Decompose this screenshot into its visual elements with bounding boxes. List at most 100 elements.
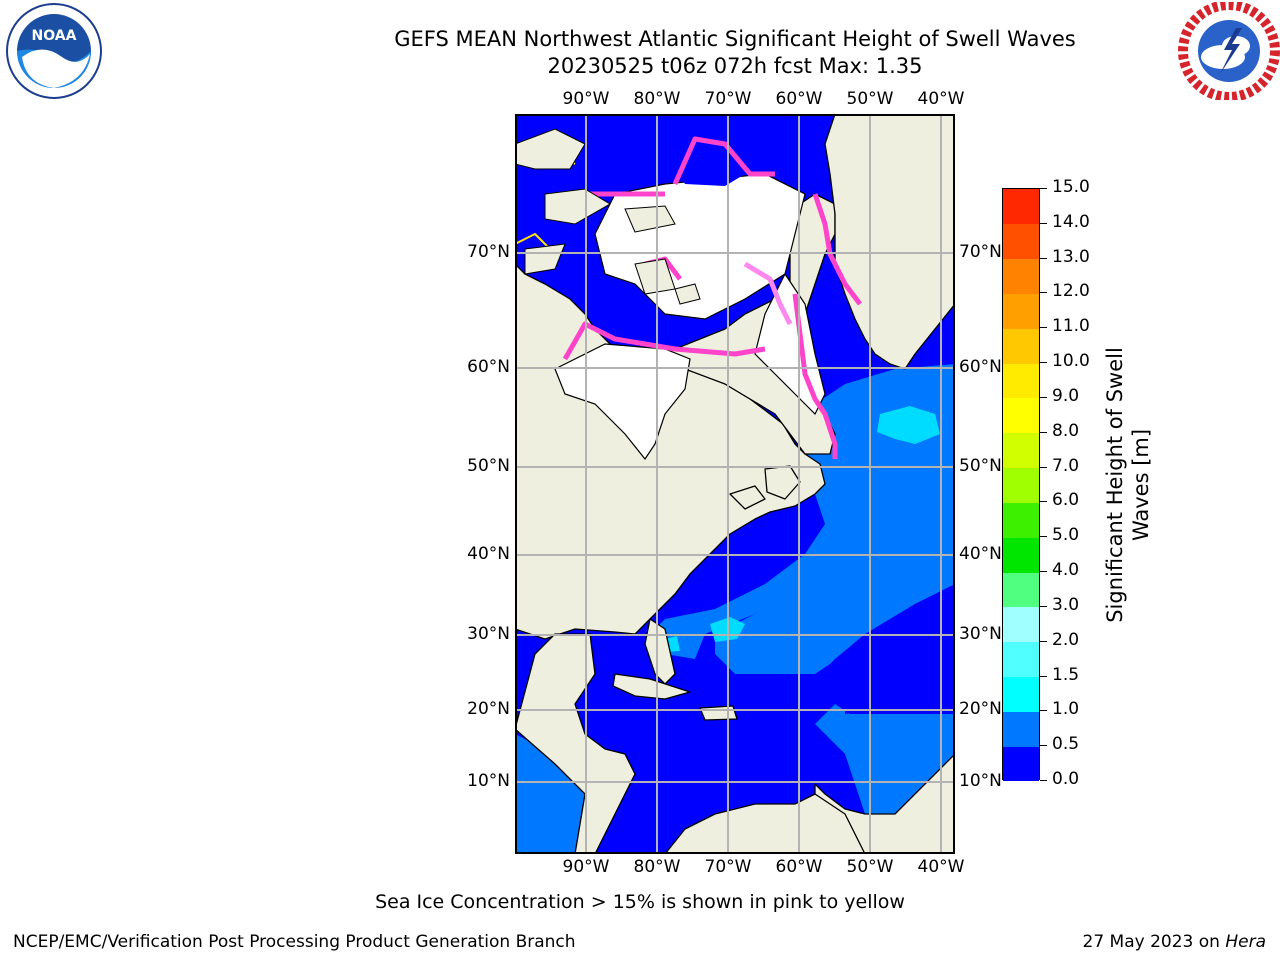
- lon-label-bottom: 50°W: [846, 857, 894, 877]
- lon-label-top: 70°W: [704, 89, 752, 109]
- swell-band-05-10: [715, 364, 955, 854]
- colorbar-segment: [1003, 606, 1039, 643]
- colorbar-tick: [1040, 431, 1047, 433]
- branch-credit: NCEP/EMC/Verification Post Processing Pr…: [13, 932, 576, 952]
- colorbar-tick-label: 9.0: [1052, 385, 1080, 406]
- colorbar-label: Significant Height of Swell Waves [m]: [1102, 347, 1154, 623]
- lat-label-left: 20°N: [467, 699, 510, 719]
- colorbar-tick: [1040, 501, 1047, 503]
- colorbar-tick: [1040, 710, 1047, 712]
- colorbar-tick: [1040, 640, 1047, 642]
- colorbar-tick: [1040, 675, 1047, 677]
- map-frame: [515, 114, 955, 854]
- lat-label-right: 30°N: [959, 624, 1002, 644]
- lat-label-left: 50°N: [467, 456, 510, 476]
- lon-label-top: 40°W: [917, 89, 965, 109]
- colorbar-tick-label: 12.0: [1052, 281, 1090, 302]
- colorbar-segment: [1003, 189, 1039, 225]
- graticule: [515, 114, 955, 854]
- lon-label-top: 80°W: [633, 89, 681, 109]
- lon-label-top: 50°W: [846, 89, 894, 109]
- colorbar-tick-label: 2.0: [1052, 629, 1080, 650]
- colorbar-segment: [1003, 537, 1039, 573]
- colorbar-segment: [1003, 711, 1039, 747]
- colorbar-segment: [1003, 258, 1039, 294]
- colorbar-tick: [1040, 571, 1047, 573]
- lon-label-bottom: 70°W: [704, 857, 752, 877]
- lat-label-left: 70°N: [467, 242, 510, 262]
- colorbar-tick-label: 11.0: [1052, 316, 1090, 337]
- colorbar-tick-label: 8.0: [1052, 420, 1080, 441]
- noaa-logo-icon: NOAA: [6, 3, 102, 99]
- colorbar-tick-label: 14.0: [1052, 211, 1090, 232]
- swell-band-10-15: [877, 406, 940, 444]
- colorbar-segment: [1003, 502, 1039, 538]
- lat-label-left: 10°N: [467, 771, 510, 791]
- lat-label-left: 60°N: [467, 357, 510, 377]
- chart-subtitle: 20230525 t06z 072h fcst Max: 1.35: [547, 54, 923, 78]
- swell-band-05-10: [815, 584, 955, 714]
- colorbar-tick-label: 0.0: [1052, 769, 1080, 789]
- date-credit: 27 May 2023 on Hera: [1083, 932, 1267, 952]
- colorbar-segment: [1003, 363, 1039, 399]
- colorbar-segment: [1003, 328, 1039, 364]
- lon-label-bottom: 60°W: [775, 857, 823, 877]
- lat-label-left: 30°N: [467, 624, 510, 644]
- colorbar-tick-label: 5.0: [1052, 525, 1080, 546]
- lat-label-right: 40°N: [959, 544, 1002, 564]
- lat-label-right: 60°N: [959, 357, 1002, 377]
- colorbar-tick: [1040, 222, 1047, 224]
- lat-label-right: 10°N: [959, 771, 1002, 791]
- colorbar-segment: [1003, 397, 1039, 434]
- colorbar-tick-label: 10.0: [1052, 351, 1090, 372]
- colorbar: [1002, 188, 1040, 782]
- date-text: 27 May 2023 on: [1082, 932, 1226, 952]
- lon-label-bottom: 40°W: [917, 857, 965, 877]
- colorbar-segment: [1003, 572, 1039, 608]
- machine-name: Hera: [1225, 932, 1266, 952]
- colorbar-tick-label: 0.5: [1052, 734, 1080, 755]
- nws-logo-icon: [1178, 2, 1280, 100]
- noaa-logo-text: NOAA: [32, 28, 77, 44]
- colorbar-tick: [1040, 188, 1047, 189]
- colorbar-segment: [1003, 293, 1039, 329]
- lat-label-right: 70°N: [959, 242, 1002, 262]
- colorbar-tick: [1040, 605, 1047, 607]
- colorbar-segment: [1003, 223, 1039, 260]
- chart-title: GEFS MEAN Northwest Atlantic Significant…: [394, 27, 1076, 51]
- sea-ice: [515, 136, 862, 459]
- colorbar-tick-label: 4.0: [1052, 560, 1080, 581]
- lon-label-bottom: 80°W: [633, 857, 681, 877]
- lat-label-right: 20°N: [959, 699, 1002, 719]
- colorbar-segment: [1003, 432, 1039, 469]
- colorbar-tick: [1040, 745, 1047, 747]
- colorbar-segment: [1003, 467, 1039, 503]
- ice-note: Sea Ice Concentration > 15% is shown in …: [375, 891, 905, 913]
- lon-label-top: 60°W: [775, 89, 823, 109]
- colorbar-segment: [1003, 746, 1039, 782]
- colorbar-segment: [1003, 676, 1039, 712]
- colorbar-tick: [1040, 780, 1047, 781]
- lat-label-left: 40°N: [467, 544, 510, 564]
- colorbar-tick-label: 1.5: [1052, 664, 1080, 685]
- colorbar-label-line2: Waves [m]: [1129, 428, 1153, 542]
- lon-label-top: 90°W: [562, 89, 610, 109]
- colorbar-tick: [1040, 257, 1047, 259]
- colorbar-tick: [1040, 536, 1047, 538]
- colorbar-tick: [1040, 292, 1047, 294]
- arctic-islands: [515, 128, 701, 305]
- colorbar-tick-label: 3.0: [1052, 594, 1080, 615]
- map-panel: [515, 114, 955, 854]
- colorbar-tick-label: 6.0: [1052, 490, 1080, 511]
- colorbar-tick: [1040, 327, 1047, 329]
- colorbar-tick: [1040, 362, 1047, 364]
- colorbar-tick: [1040, 396, 1047, 398]
- lon-label-bottom: 90°W: [562, 857, 610, 877]
- colorbar-tick-label: 15.0: [1052, 177, 1090, 197]
- colorbar-tick-label: 13.0: [1052, 246, 1090, 267]
- colorbar-tick: [1040, 466, 1047, 468]
- colorbar-tick-label: 7.0: [1052, 455, 1080, 476]
- lat-label-right: 50°N: [959, 456, 1002, 476]
- colorbar-tick-label: 1.0: [1052, 699, 1080, 720]
- colorbar-label-line1: Significant Height of Swell: [1103, 347, 1127, 623]
